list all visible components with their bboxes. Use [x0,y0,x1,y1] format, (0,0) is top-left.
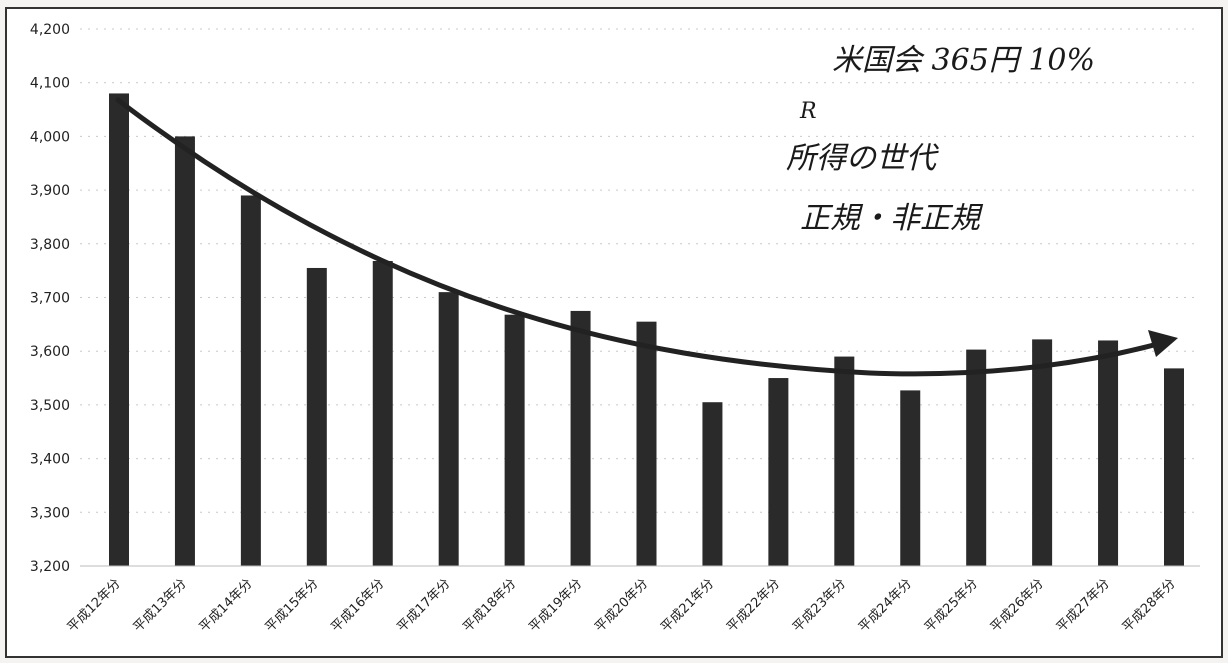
y-tick-label: 3,900 [30,183,70,199]
y-tick-label: 4,200 [30,22,70,38]
trend-arrowhead-icon [1148,330,1178,357]
bar [109,93,129,566]
bar [306,267,327,566]
handwritten-note-2: R [799,99,817,124]
handwritten-note-1: 米国会 365円 10% [832,43,1095,78]
bar [834,356,855,566]
bar [900,390,921,566]
bar [174,136,195,566]
y-tick-label: 3,500 [30,398,70,414]
y-tick-label: 3,600 [30,344,70,360]
y-tick-label: 3,800 [30,237,70,253]
y-tick-label: 4,000 [30,129,70,145]
bar [1032,339,1053,566]
bar [438,292,459,566]
y-tick-label: 3,400 [30,452,70,468]
y-tick-label: 3,300 [30,505,70,521]
bar [636,321,657,566]
bar [504,314,525,566]
bar [570,310,591,566]
bar [372,260,393,566]
trend-arrow-curve [115,97,1168,377]
bar [1164,368,1184,566]
handwritten-note-3: 所得の世代 [786,141,939,176]
bar [966,349,987,566]
bar-series [109,93,1184,566]
bar [702,402,723,566]
handwritten-note-4: 正規・非正規 [800,201,984,236]
bar [768,378,789,566]
bar [1098,340,1119,566]
y-axis-tick-labels: 3,200 3,300 3,400 3,500 3,600 3,700 3,800 3,900… [30,22,70,575]
bar [240,195,261,566]
plot-frame [5,7,1223,658]
y-tick-label: 4,100 [30,76,70,92]
y-tick-label: 3,200 [30,559,70,575]
y-tick-label: 3,700 [30,291,70,307]
